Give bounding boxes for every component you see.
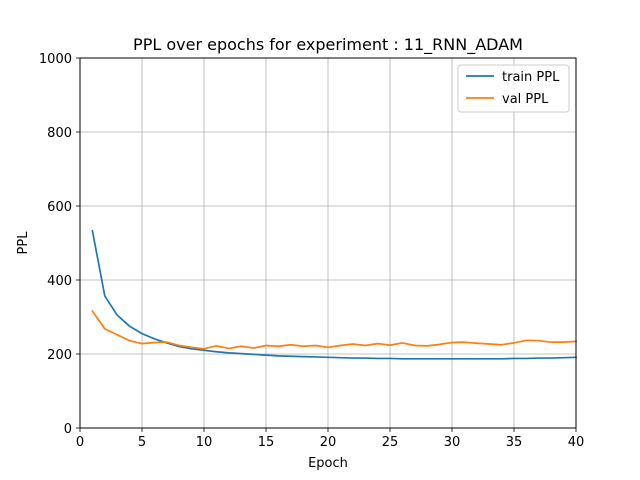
x-tick-label: 0: [76, 435, 84, 450]
y-tick-label: 0: [64, 422, 72, 437]
legend: train PPL val PPL: [457, 64, 570, 113]
y-tick-label: 1000: [39, 52, 72, 67]
series-line-1: [91, 309, 577, 350]
grid-lines: [79, 57, 577, 429]
x-tick-label: 15: [258, 435, 275, 450]
x-tick-label: 20: [320, 435, 337, 450]
y-tick-label: 600: [47, 200, 72, 215]
series-layer: [91, 229, 577, 360]
y-axis-ticks: 0 200 400 600 800 1000: [39, 52, 80, 437]
x-tick-label: 30: [444, 435, 461, 450]
y-axis-label: PPL: [16, 231, 31, 255]
x-axis-ticks: 0 5 10 15 20 25 30 35 40: [76, 428, 584, 450]
chart-title: PPL over epochs for experiment : 11_RNN_…: [133, 35, 523, 55]
y-tick-label: 200: [47, 348, 72, 363]
x-axis-label: Epoch: [308, 456, 348, 471]
x-tick-label: 35: [506, 435, 523, 450]
legend-label-1: val PPL: [502, 92, 549, 107]
x-tick-label: 25: [382, 435, 399, 450]
y-tick-label: 800: [47, 126, 72, 141]
series-line-0: [91, 229, 577, 360]
x-tick-label: 10: [196, 435, 213, 450]
y-tick-label: 400: [47, 274, 72, 289]
x-tick-label: 40: [568, 435, 585, 450]
x-tick-label: 5: [138, 435, 146, 450]
legend-label-0: train PPL: [502, 70, 560, 85]
